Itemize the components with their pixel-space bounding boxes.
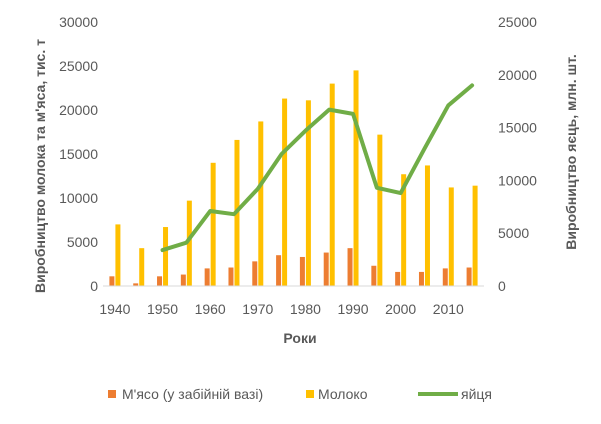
- milk-bar-1955: [186, 200, 192, 286]
- y-right-tick-label: 5000: [498, 225, 529, 241]
- y-left-tick-label: 30000: [59, 14, 98, 30]
- x-axis-title: Роки: [283, 330, 316, 346]
- milk-bar-1950: [163, 227, 169, 286]
- meat-bar-2000: [395, 271, 401, 286]
- milk-bar-2000: [401, 174, 407, 286]
- y-left-tick-label: 5000: [67, 234, 98, 250]
- x-tick-label: 1980: [290, 301, 321, 317]
- milk-bar-1985: [329, 83, 335, 286]
- meat-bar-1955: [180, 274, 186, 286]
- line-series: [160, 83, 475, 253]
- legend-swatch-meat: [108, 390, 116, 398]
- legend-label-meat: М'ясо (у забійній вазі): [122, 386, 263, 402]
- legend-label-milk: Молоко: [318, 386, 368, 402]
- x-tick-label: 1940: [99, 301, 130, 317]
- meat-bar-2005: [418, 271, 424, 286]
- milk-bar-1970: [258, 121, 264, 286]
- y-right-tick-label: 10000: [498, 172, 537, 188]
- meat-bar-2010: [442, 268, 448, 286]
- y-left-tick-label: 15000: [59, 146, 98, 162]
- x-tick-label: 1970: [242, 301, 273, 317]
- milk-bar-1945: [139, 248, 145, 286]
- y-axis-left-ticks: 0 5000 10000 15000 20000 25000 30000: [59, 14, 98, 294]
- milk-bar-2015: [472, 185, 478, 286]
- y-axis-left-title: Виробництво молока та м'яса, тис. т: [32, 39, 48, 293]
- milk-bar-1940: [115, 224, 121, 286]
- meat-bar-1960: [204, 268, 210, 286]
- milk-bar-1995: [377, 134, 383, 286]
- y-axis-right-title: Виробництво яєць, млн. шт.: [563, 54, 579, 249]
- milk-bar-1960: [210, 162, 216, 286]
- y-right-tick-label: 25000: [498, 14, 537, 30]
- x-axis-ticks: 1940 1950 1960 1970 1980 1990 2000 2010: [99, 301, 464, 317]
- milk-bar-2005: [424, 165, 430, 286]
- meat-bar-1995: [371, 265, 377, 286]
- y-right-tick-label: 20000: [498, 67, 537, 83]
- bars: [109, 70, 478, 287]
- meat-bar-1985: [323, 252, 329, 286]
- meat-bar-1950: [157, 276, 163, 286]
- x-tick-label: 1950: [147, 301, 178, 317]
- legend-label-eggs: яйця: [461, 386, 492, 402]
- meat-bar-2015: [466, 267, 472, 286]
- meat-bar-1980: [299, 256, 305, 286]
- x-tick-label: 2010: [433, 301, 464, 317]
- meat-bar-1990: [347, 248, 353, 286]
- y-left-tick-label: 25000: [59, 58, 98, 74]
- milk-bar-1975: [282, 98, 288, 286]
- y-axis-right-ticks: 0 5000 10000 15000 20000 25000: [498, 14, 537, 294]
- meat-bar-1975: [276, 255, 282, 286]
- meat-bar-1965: [228, 267, 234, 286]
- milk-bar-1990: [353, 70, 359, 287]
- legend: М'ясо (у забійній вазі) Молоко яйця: [108, 386, 492, 402]
- y-left-tick-label: 20000: [59, 102, 98, 118]
- x-tick-label: 1960: [195, 301, 226, 317]
- meat-bar-1945: [133, 283, 139, 286]
- y-left-tick-label: 10000: [59, 190, 98, 206]
- x-tick-label: 2000: [385, 301, 416, 317]
- legend-swatch-milk: [306, 390, 314, 398]
- milk-bar-2010: [448, 187, 454, 286]
- x-tick-label: 1990: [337, 301, 368, 317]
- meat-bar-1940: [109, 276, 115, 286]
- meat-bar-1970: [252, 261, 258, 286]
- eggs-line: [160, 83, 475, 253]
- y-right-tick-label: 0: [498, 278, 506, 294]
- y-right-tick-label: 15000: [498, 120, 537, 136]
- milk-bar-1980: [305, 100, 311, 286]
- y-left-tick-label: 0: [90, 278, 98, 294]
